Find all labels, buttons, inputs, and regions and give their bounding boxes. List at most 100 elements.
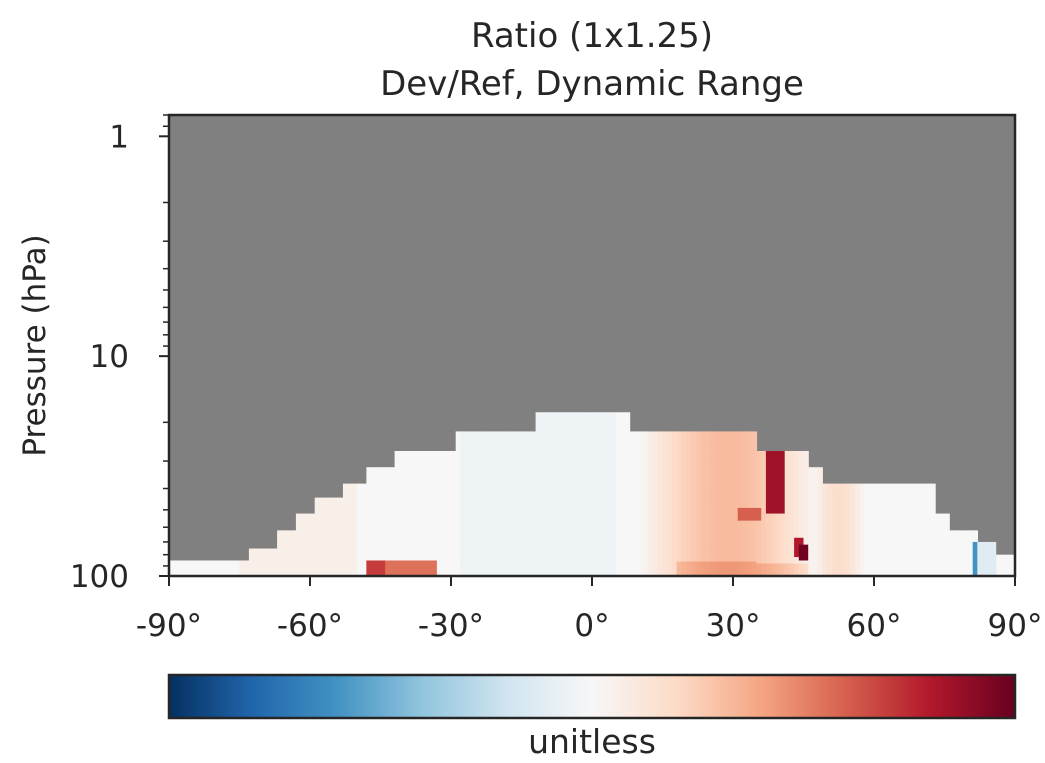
heatmap-cell	[540, 494, 546, 512]
heatmap-cell	[742, 489, 748, 505]
heatmap-cell	[700, 460, 706, 476]
heatmap-cell	[958, 553, 964, 559]
heatmap-cell	[1000, 556, 1007, 560]
heatmap-cell	[404, 450, 410, 465]
heatmap-cell	[817, 521, 823, 534]
heatmap-cell	[869, 511, 875, 522]
heatmap-cell	[295, 563, 302, 571]
heatmap-cell	[930, 502, 936, 512]
heatmap-cell	[878, 483, 884, 494]
heatmap-cell	[281, 553, 288, 559]
heatmap-cell	[305, 526, 311, 533]
heatmap-cell	[606, 526, 612, 544]
heatmap-cell	[714, 431, 720, 447]
heatmap-cell	[827, 520, 833, 531]
heatmap-cell	[953, 539, 960, 545]
heatmap-cell	[620, 461, 626, 479]
heatmap-cell	[648, 460, 654, 476]
heatmap-cell	[935, 519, 941, 527]
heatmap-cell	[272, 565, 278, 569]
heatmap-cell	[728, 561, 734, 576]
heatmap-cell	[389, 532, 396, 544]
heatmap-cell	[874, 557, 880, 568]
heatmap-cell	[361, 557, 367, 568]
heatmap-cell	[338, 497, 344, 507]
heatmap-cell	[418, 500, 424, 515]
heatmap-cell	[883, 548, 889, 559]
heatmap-cell	[394, 525, 400, 540]
heatmap-cell	[399, 488, 405, 502]
heatmap-cell	[681, 503, 687, 519]
heatmap-cell	[291, 539, 297, 545]
heatmap-cell	[455, 489, 461, 505]
heatmap-cell	[239, 562, 245, 565]
heatmap-cell	[178, 571, 184, 574]
heatmap-cell	[521, 474, 527, 490]
heatmap-cell	[784, 525, 790, 540]
heatmap-cell	[639, 445, 645, 461]
heatmap-cell	[413, 538, 419, 552]
heatmap-cell	[798, 500, 805, 515]
heatmap-cell	[897, 529, 903, 540]
heatmap-cell	[709, 518, 715, 534]
heatmap-cell	[874, 548, 880, 559]
heatmap-cell	[399, 525, 405, 540]
heatmap-cell	[812, 554, 819, 566]
heatmap-cell	[253, 551, 259, 555]
heatmap-cell	[629, 445, 635, 461]
heatmap-cell	[559, 461, 565, 479]
heatmap-cell	[756, 563, 762, 576]
heatmap-cell	[812, 499, 819, 512]
heatmap-cell	[436, 463, 443, 477]
heatmap-cell	[319, 552, 325, 561]
heatmap-cell	[606, 428, 612, 446]
heatmap-cell	[361, 511, 367, 522]
heatmap-cell	[314, 544, 320, 554]
heatmap-cell	[841, 539, 847, 549]
heatmap-cell	[488, 547, 494, 563]
heatmap-cell	[845, 566, 852, 576]
heatmap-cell	[817, 554, 823, 566]
heatmap-cell	[399, 463, 405, 477]
heatmap-cell	[953, 534, 960, 541]
heatmap-cell	[451, 525, 457, 540]
heatmap-cell	[624, 477, 631, 495]
heatmap-cell	[206, 560, 212, 563]
heatmap-cell	[183, 565, 189, 568]
heatmap-cell	[657, 518, 664, 534]
heatmap-cell	[681, 489, 687, 505]
heatmap-cell	[324, 513, 330, 522]
heatmap-cell	[789, 525, 795, 540]
heatmap-cell	[869, 529, 875, 540]
heatmap-cell	[841, 492, 847, 503]
heatmap-cell	[911, 548, 917, 559]
heatmap-cell	[794, 551, 800, 565]
heatmap-cell	[620, 412, 626, 430]
heatmap-cell	[1005, 567, 1011, 571]
heatmap-cell	[277, 557, 283, 563]
heatmap-cell	[996, 558, 1002, 562]
heatmap-cell	[700, 547, 706, 563]
heatmap-cell	[197, 565, 203, 568]
heatmap-cell	[474, 474, 480, 490]
heatmap-cell	[324, 536, 330, 546]
heatmap-cell	[695, 518, 701, 534]
heatmap-cell	[582, 559, 588, 576]
heatmap-cell	[925, 483, 931, 494]
heatmap-cell	[780, 513, 786, 527]
heatmap-cell	[310, 551, 316, 558]
heatmap-cell	[587, 461, 593, 479]
heatmap-cell	[582, 526, 588, 544]
heatmap-cell	[521, 532, 527, 548]
heatmap-cell	[216, 560, 222, 563]
heatmap-cell	[794, 525, 800, 540]
heatmap-cell	[784, 488, 790, 502]
heatmap-cell	[629, 503, 635, 519]
heatmap-cell	[244, 571, 250, 574]
heatmap-cell	[394, 500, 400, 515]
heatmap-cell	[902, 557, 908, 568]
heatmap-cell	[385, 510, 391, 523]
heatmap-cell	[864, 539, 870, 549]
heatmap-cell	[700, 518, 706, 534]
heatmap-cell	[883, 483, 889, 494]
